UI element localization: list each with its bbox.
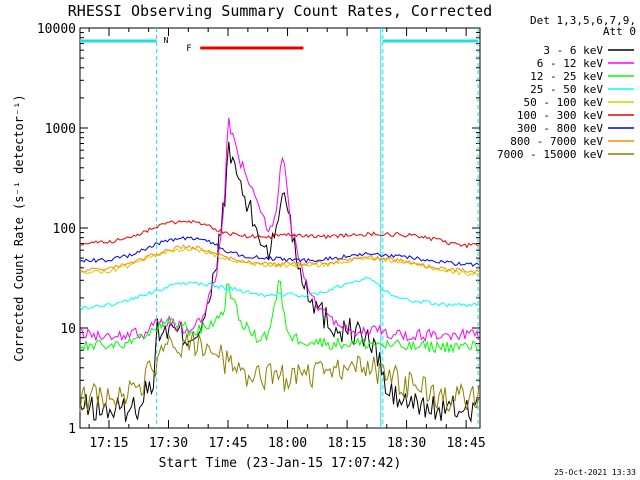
y-tick-label: 10 [60, 322, 76, 337]
legend-entry-label: 25 - 50 keV [530, 83, 603, 96]
x-tick-label: 18:45 [447, 436, 486, 451]
legend-entry-label: 800 - 7000 keV [510, 135, 603, 148]
legend-entry-label: 6 - 12 keV [537, 57, 604, 70]
plot-frame [79, 27, 481, 429]
legend-header: Det 1,3,5,6,7,9, [530, 14, 636, 27]
annotations: NF [80, 28, 479, 428]
series-line [79, 331, 480, 412]
y-tick-label: 100 [53, 222, 76, 237]
series-line [79, 280, 479, 354]
legend-entry-label: 3 - 6 keV [543, 44, 603, 57]
y-axis-label: Corrected Count Rate (s⁻¹ detector⁻¹) [12, 94, 26, 361]
y-tick-label: 1000 [45, 122, 76, 137]
y-tick-label: 1 [68, 422, 76, 437]
x-tick-label: 17:30 [149, 436, 188, 451]
x-tick-label: 18:00 [268, 436, 307, 451]
footer-timestamp: 25-Oct-2021 13:33 [554, 468, 636, 477]
series-line [79, 117, 480, 343]
axes-ticks: 1 10 100 1000 10000 17:15 17:30 17:45 18:00 18:15… [37, 22, 486, 451]
series-line [79, 219, 479, 249]
legend-entry-label: 50 - 100 keV [524, 96, 604, 109]
legend-entry-label: 12 - 25 keV [530, 70, 603, 83]
y-tick-label: 10000 [37, 22, 76, 37]
x-tick-label: 17:15 [89, 436, 128, 451]
x-tick-label: 18:30 [387, 436, 426, 451]
series-line [79, 276, 480, 311]
series-line [79, 236, 480, 267]
x-axis-label: Start Time (23-Jan-15 17:07:42) [159, 456, 402, 471]
series-line [79, 141, 479, 424]
legend-entry-label: 300 - 800 keV [517, 122, 603, 135]
legend-header: Att 0 [603, 25, 636, 38]
series-lines [79, 117, 480, 424]
legend-entry-label: 100 - 300 keV [517, 109, 603, 122]
flare-label: F [186, 44, 191, 54]
x-tick-label: 18:15 [327, 436, 366, 451]
x-tick-label: 17:45 [208, 436, 247, 451]
legend-entry-label: 7000 - 15000 keV [497, 148, 603, 161]
series-line [79, 244, 480, 274]
night-label: N [164, 36, 169, 45]
chart-title: RHESSI Observing Summary Count Rates, Co… [68, 2, 492, 20]
